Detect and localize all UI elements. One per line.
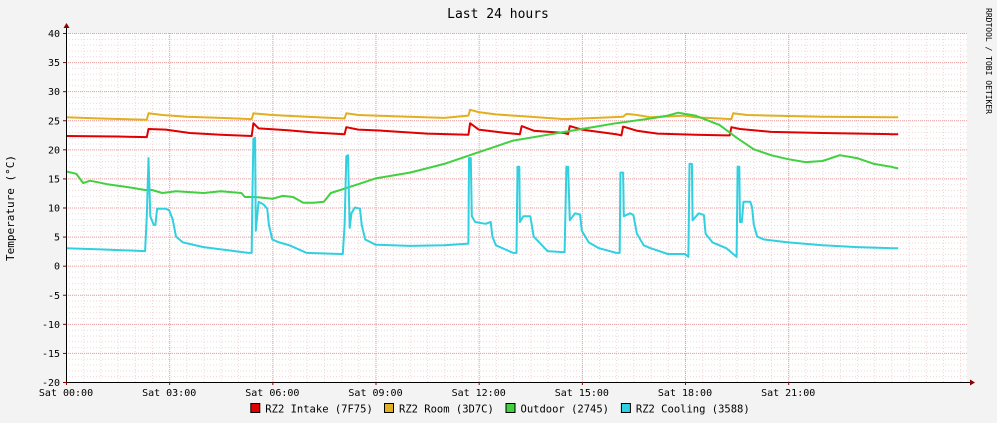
- x-tick-label: Sat 09:00: [348, 388, 402, 399]
- y-axis-arrow: [63, 23, 70, 28]
- y-tick-label: 15: [48, 174, 60, 185]
- axes: [63, 23, 975, 386]
- x-tick-labels: Sat 00:00 Sat 03:00 Sat 06:00 Sat 09:00 Sat …: [39, 388, 815, 399]
- x-tick-label: Sat 12:00: [452, 388, 506, 399]
- y-tick-label: 0: [54, 262, 60, 273]
- legend-swatch-3: [505, 403, 516, 413]
- legend-label-2: RZ2 Room (3D7C): [399, 404, 494, 416]
- watermark: RRDTOOL / TOBI OETIKER: [984, 8, 993, 114]
- x-axis-arrow: [970, 379, 975, 386]
- series-lines: [65, 108, 899, 258]
- y-tick-labels: 40 35 30 25 20 15 10 5 0 -5 -10 -15 -20: [42, 29, 60, 389]
- y-tick-label: -20: [42, 378, 60, 389]
- y-tick-label: 5: [54, 233, 60, 244]
- legend-label-3: Outdoor (2745): [521, 404, 610, 416]
- legend: RZ2 Intake (7F75) RZ2 Room (3D7C) Outdoor …: [250, 403, 750, 416]
- x-tick-label: Sat 15:00: [555, 388, 609, 399]
- legend-swatch-2: [384, 403, 394, 413]
- series-line-2: [65, 108, 899, 121]
- y-tick-label: 40: [48, 29, 60, 40]
- x-tick-label: Sat 18:00: [658, 388, 712, 399]
- y-tick-label: 25: [48, 116, 60, 127]
- series-line-4: [65, 136, 899, 258]
- y-tick-label: 35: [48, 58, 60, 69]
- legend-label-4: RZ2 Cooling (3588): [636, 404, 750, 416]
- x-tick-label: Sat 21:00: [761, 388, 815, 399]
- legend-swatch-1: [250, 403, 261, 413]
- legend-swatch-4: [620, 403, 631, 413]
- y-tick-label: -10: [42, 320, 60, 331]
- y-tick-label: -5: [48, 291, 60, 302]
- y-tick-label: 20: [48, 145, 60, 156]
- chart-title: Last 24 hours: [447, 7, 549, 22]
- legend-label-1: RZ2 Intake (7F75): [265, 404, 372, 416]
- series-line-1: [65, 122, 899, 139]
- x-tick-label: Sat 00:00: [39, 388, 93, 399]
- y-tick-label: 10: [48, 204, 60, 215]
- grid: [66, 33, 967, 383]
- y-tick-label: 30: [48, 87, 60, 98]
- x-tick-label: Sat 03:00: [142, 388, 196, 399]
- y-tick-label: -15: [42, 349, 60, 360]
- series-line-3: [65, 111, 899, 204]
- x-tick-label: Sat 06:00: [245, 388, 299, 399]
- y-axis-label: Temperature (°C): [4, 155, 17, 261]
